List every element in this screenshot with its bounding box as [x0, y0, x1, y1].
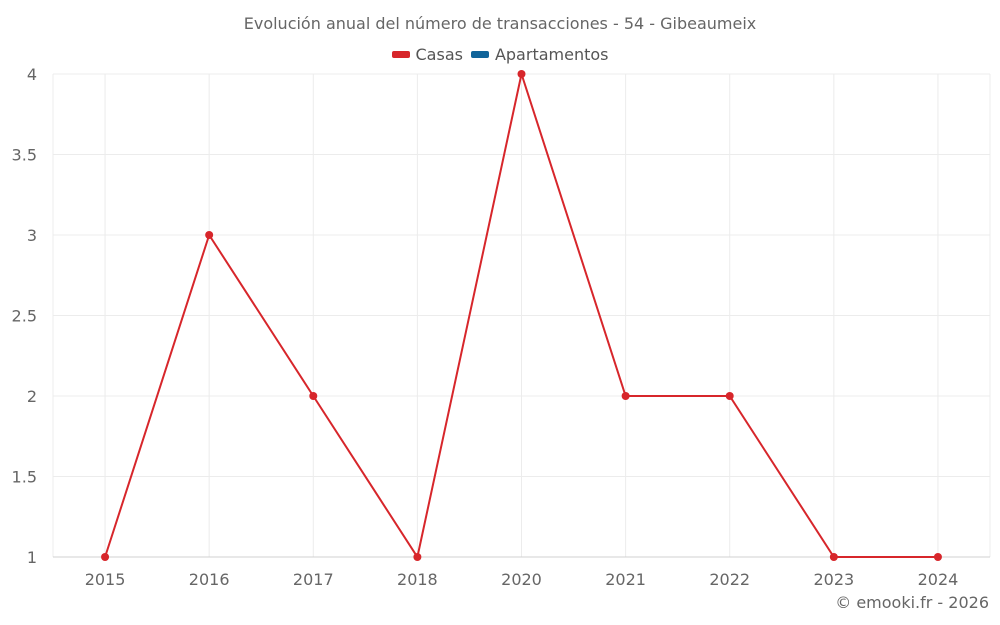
y-tick-label: 3: [27, 226, 37, 245]
data-point[interactable]: [829, 553, 838, 561]
y-tick-label: 3.5: [12, 146, 37, 165]
legend-label-apartamentos: Apartamentos: [494, 45, 609, 64]
legend-swatch-casas: [391, 51, 410, 58]
data-point[interactable]: [205, 231, 214, 239]
data-point[interactable]: [621, 392, 630, 400]
x-tick-label: 2023: [813, 570, 854, 589]
x-tick-label: 2018: [397, 570, 438, 589]
legend-label-casas: Casas: [415, 45, 463, 64]
x-tick-label: 2021: [605, 570, 646, 589]
data-point[interactable]: [101, 553, 110, 561]
y-tick-label: 1: [27, 548, 37, 567]
data-point[interactable]: [725, 392, 734, 400]
y-tick-label: 1.5: [12, 468, 37, 487]
x-tick-label: 2017: [293, 570, 334, 589]
y-tick-label: 2: [27, 387, 37, 406]
data-point[interactable]: [309, 392, 318, 400]
x-tick-label: 2016: [189, 570, 230, 589]
y-tick-label: 4: [27, 65, 37, 84]
x-tick-label: 2015: [85, 570, 126, 589]
legend: Casas Apartamentos: [0, 45, 1000, 64]
y-tick-label: 2.5: [12, 307, 37, 326]
chart-title: Evolución anual del número de transaccio…: [243, 14, 757, 33]
x-tick-label: 2020: [501, 570, 542, 589]
legend-item-casas[interactable]: Casas: [391, 45, 463, 64]
x-tick-label: 2024: [918, 570, 959, 589]
x-tick-label: 2022: [709, 570, 750, 589]
credit-text: © emooki.fr - 2026: [835, 593, 989, 612]
data-point[interactable]: [933, 553, 942, 561]
legend-item-apartamentos[interactable]: Apartamentos: [470, 45, 609, 64]
data-point[interactable]: [413, 553, 422, 561]
data-point[interactable]: [517, 70, 526, 78]
legend-swatch-apartamentos: [470, 51, 489, 58]
